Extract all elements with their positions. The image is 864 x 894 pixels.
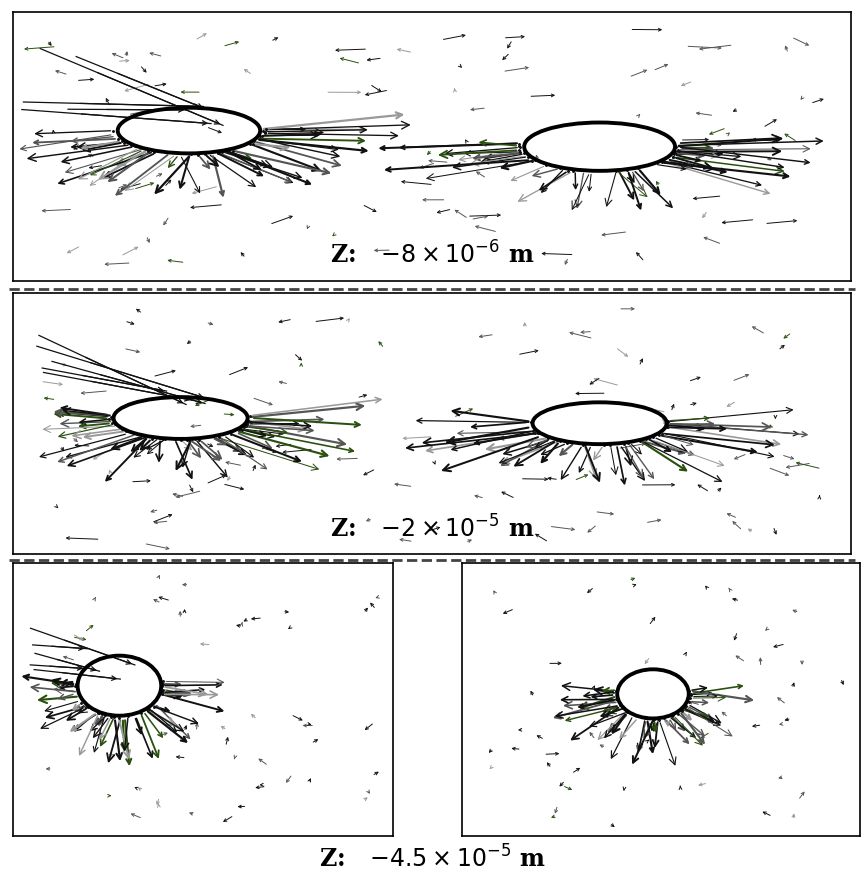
Text: Z:   $-8\times10^{-6}$ m: Z: $-8\times10^{-6}$ m <box>330 241 534 268</box>
Text: Z:   $-4.5\times10^{-5}$ m: Z: $-4.5\times10^{-5}$ m <box>319 845 545 872</box>
Text: Z:   $-2\times10^{-5}$ m: Z: $-2\times10^{-5}$ m <box>330 515 534 542</box>
